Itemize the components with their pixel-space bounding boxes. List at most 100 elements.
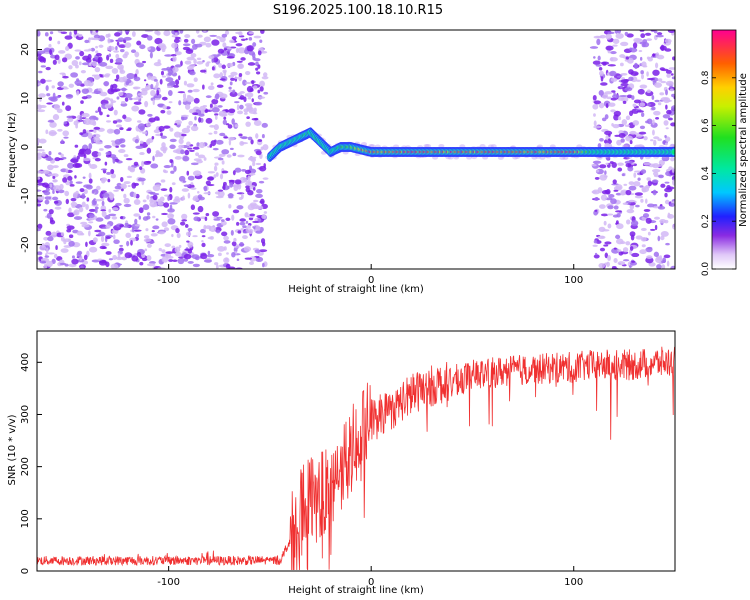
noise-dot bbox=[171, 42, 178, 49]
noise-dot bbox=[69, 184, 75, 187]
noise-dot bbox=[249, 256, 257, 262]
noise-dot bbox=[606, 213, 614, 216]
noise-dot bbox=[598, 66, 603, 71]
noise-dot bbox=[93, 134, 97, 137]
noise-dot bbox=[253, 120, 262, 126]
noise-dot bbox=[663, 120, 669, 126]
noise-dot bbox=[215, 195, 224, 199]
noise-dot bbox=[640, 70, 644, 75]
noise-dot bbox=[604, 130, 613, 136]
noise-dot bbox=[238, 196, 243, 201]
noise-dot bbox=[174, 51, 182, 56]
noise-dot bbox=[228, 86, 232, 90]
noise-dot bbox=[139, 166, 143, 170]
noise-dot bbox=[67, 162, 74, 169]
noise-dot bbox=[92, 37, 101, 41]
noise-dot bbox=[46, 102, 53, 105]
x-tick-label: 0 bbox=[368, 275, 374, 286]
noise-dot bbox=[662, 114, 671, 119]
noise-dot bbox=[54, 157, 61, 162]
colorbar-ticks: 0.0 0.2 0.4 0.6 0.8 bbox=[701, 70, 736, 276]
noise-dot bbox=[665, 89, 668, 96]
noise-dot bbox=[251, 52, 256, 59]
noise-dot bbox=[232, 90, 235, 94]
noise-dot bbox=[186, 83, 195, 88]
noise-dot bbox=[160, 179, 166, 183]
noise-dot bbox=[214, 262, 219, 266]
noise-dot bbox=[226, 56, 235, 59]
noise-dot bbox=[223, 70, 227, 77]
noise-dot bbox=[238, 133, 243, 137]
noise-dot bbox=[645, 198, 648, 204]
noise-dot bbox=[167, 72, 173, 76]
noise-dot bbox=[188, 120, 193, 126]
noise-dot bbox=[174, 252, 182, 257]
noise-dot bbox=[619, 94, 628, 98]
y-tick-label: 10 bbox=[20, 92, 31, 105]
noise-dot bbox=[133, 192, 137, 198]
noise-dot bbox=[59, 262, 67, 266]
noise-dot bbox=[660, 80, 667, 84]
noise-dot bbox=[202, 105, 207, 108]
noise-dot bbox=[192, 88, 200, 93]
noise-dot bbox=[121, 87, 127, 92]
noise-dot bbox=[106, 45, 115, 51]
noise-dot bbox=[48, 43, 52, 48]
noise-dot bbox=[150, 89, 156, 97]
noise-dot bbox=[220, 219, 225, 222]
noise-dot bbox=[104, 103, 113, 109]
noise-dot bbox=[82, 129, 87, 134]
noise-dot bbox=[70, 72, 79, 78]
noise-dot bbox=[227, 193, 234, 199]
noise-dot bbox=[660, 97, 669, 101]
noise-dot bbox=[91, 189, 95, 194]
noise-dot bbox=[203, 224, 207, 231]
y-tick-label: 400 bbox=[20, 353, 31, 372]
noise-dot bbox=[99, 91, 108, 97]
noise-dot bbox=[651, 95, 655, 100]
noise-dot bbox=[59, 183, 64, 190]
noise-dot bbox=[229, 39, 235, 44]
noise-dot bbox=[179, 30, 184, 34]
noise-dot bbox=[633, 181, 641, 187]
spectrogram-y-ticks: -20 -10 0 10 20 bbox=[20, 43, 42, 253]
noise-dot bbox=[61, 101, 65, 106]
noise-dot bbox=[186, 141, 191, 146]
noise-dot bbox=[124, 222, 129, 227]
noise-dot bbox=[652, 171, 659, 176]
noise-dot bbox=[180, 149, 185, 155]
noise-dot bbox=[124, 51, 129, 56]
noise-dot bbox=[217, 189, 224, 192]
noise-dot bbox=[247, 175, 251, 182]
noise-dot bbox=[255, 225, 261, 232]
noise-dot bbox=[640, 33, 646, 39]
noise-dot bbox=[192, 146, 200, 150]
noise-dot bbox=[236, 258, 240, 262]
noise-dot bbox=[90, 47, 96, 52]
noise-dot bbox=[146, 212, 151, 216]
noise-dot bbox=[88, 178, 93, 184]
noise-dot bbox=[98, 148, 104, 151]
noise-dot bbox=[88, 208, 97, 212]
noise-dot bbox=[244, 212, 249, 218]
noise-dot bbox=[162, 147, 167, 154]
noise-dot bbox=[663, 254, 671, 259]
noise-dot bbox=[231, 118, 235, 125]
noise-dot bbox=[619, 54, 626, 58]
noise-dot bbox=[53, 200, 59, 204]
noise-dot bbox=[181, 219, 188, 222]
noise-dot bbox=[207, 85, 215, 91]
noise-dot bbox=[245, 185, 250, 189]
spectrogram-x-label: Height of straight line (km) bbox=[288, 284, 424, 295]
noise-dot bbox=[57, 40, 61, 45]
noise-dot bbox=[205, 213, 210, 217]
noise-dot bbox=[182, 92, 187, 100]
noise-dot bbox=[596, 35, 603, 39]
noise-dot bbox=[229, 182, 234, 188]
noise-dot bbox=[610, 97, 618, 101]
noise-dot bbox=[163, 165, 172, 169]
noise-dot bbox=[242, 225, 247, 229]
noise-dot bbox=[641, 74, 645, 80]
noise-dot bbox=[211, 58, 214, 63]
noise-dot bbox=[633, 172, 637, 178]
